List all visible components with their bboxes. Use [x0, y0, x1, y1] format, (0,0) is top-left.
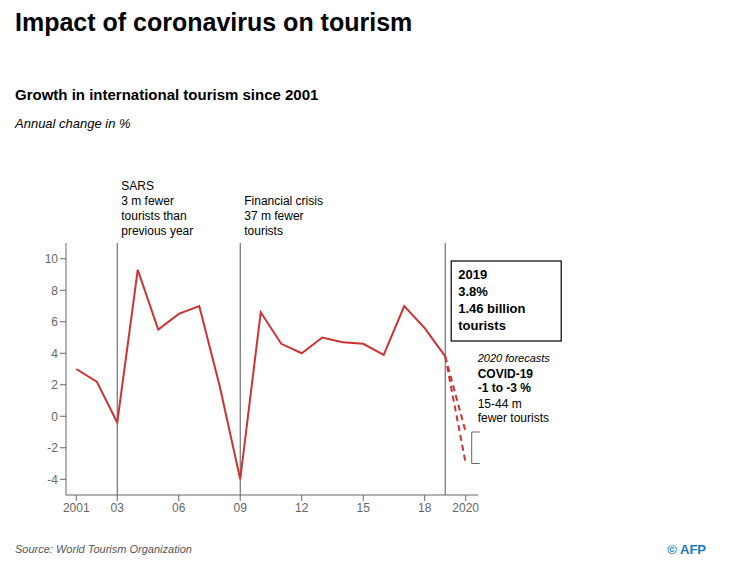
svg-text:4: 4: [51, 347, 58, 361]
svg-text:18: 18: [418, 501, 432, 515]
svg-text:-4: -4: [47, 473, 58, 487]
html-text:© AFP: © AFP: [667, 542, 706, 557]
html-text:Growth in international touris: Growth in international tourism since 20…: [15, 86, 319, 103]
svg-text:SARS3 m fewertourists thanprev: SARS3 m fewertourists thanprevious year: [121, 179, 193, 238]
svg-text:10: 10: [45, 252, 59, 266]
svg-text:Financial crisis37 m fewertour: Financial crisis37 m fewertourists: [244, 194, 323, 238]
svg-text:0: 0: [51, 410, 58, 424]
svg-text:2020 forecasts: 2020 forecasts: [477, 352, 551, 364]
svg-text:8: 8: [51, 284, 58, 298]
html-text:Annual change in %: Annual change in %: [15, 116, 131, 131]
svg-text:2020: 2020: [452, 501, 479, 515]
svg-text:03: 03: [111, 501, 125, 515]
svg-text:6: 6: [51, 315, 58, 329]
svg-text:2001: 2001: [63, 501, 90, 515]
html-text:Source: World Tourism Organiza: Source: World Tourism Organization: [15, 543, 192, 555]
svg-text:2: 2: [51, 378, 58, 392]
svg-text:09: 09: [234, 501, 248, 515]
html-text:Impact of coronavirus on touri: Impact of coronavirus on tourism: [15, 8, 413, 36]
svg-text:20193.8%1.46 billiontourists: 20193.8%1.46 billiontourists: [458, 267, 525, 333]
svg-text:12: 12: [295, 501, 309, 515]
svg-text:15-44 mfewer tourists: 15-44 mfewer tourists: [478, 397, 549, 425]
svg-text:06: 06: [172, 501, 186, 515]
svg-text:15: 15: [357, 501, 371, 515]
svg-text:COVID-19-1 to -3 %: COVID-19-1 to -3 %: [478, 367, 534, 395]
svg-text:-2: -2: [47, 441, 58, 455]
